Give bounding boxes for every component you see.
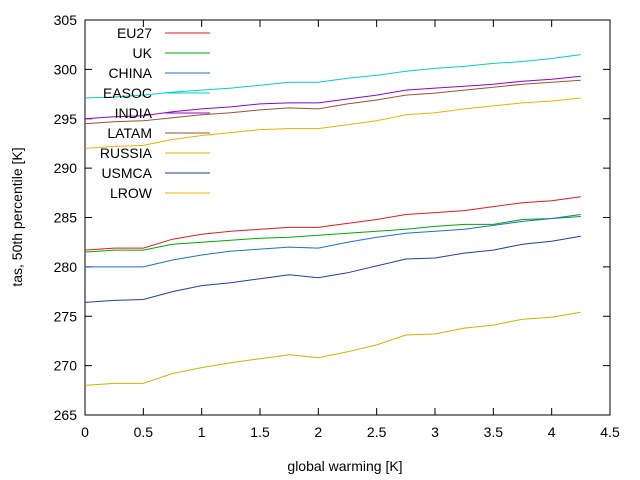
- y-axis: 265 270 275 280 285 290 295 300 305: [54, 12, 610, 423]
- legend-label-china: CHINA: [108, 65, 152, 81]
- x-axis: 0 0.5 1 1.5 2 2.5 3 3.5 4 4.5: [81, 20, 620, 440]
- legend-label-eu27: EU27: [117, 25, 152, 41]
- series-line-lrow: [84, 97, 581, 149]
- series-line-latam: [84, 79, 581, 125]
- series-line-uk: [84, 216, 581, 253]
- legend-label-lrow: LROW: [110, 185, 153, 201]
- y-axis-label: tas, 50th percentile [K]: [9, 147, 25, 286]
- y-tick-label: 290: [54, 160, 78, 176]
- x-tick-label: 1.5: [250, 424, 270, 440]
- x-tick-label: 4.5: [600, 424, 620, 440]
- x-tick-label: 2.5: [367, 424, 387, 440]
- y-tick-label: 305: [54, 12, 78, 28]
- legend: EU27 UK CHINA EASOC INDIA LATAM RUSSIA USMCA LRO…: [100, 25, 210, 201]
- legend-label-russia: RUSSIA: [100, 145, 153, 161]
- y-tick-label: 265: [54, 407, 78, 423]
- x-tick-label: 0: [81, 424, 89, 440]
- y-tick-label: 285: [54, 210, 78, 226]
- plot-frame: [84, 19, 611, 416]
- x-tick-label: 3.5: [484, 424, 504, 440]
- legend-label-easoc: EASOC: [103, 85, 152, 101]
- y-tick-label: 275: [54, 308, 78, 324]
- legend-label-india: INDIA: [115, 105, 153, 121]
- x-tick-label: 2: [314, 424, 322, 440]
- x-tick-label: 4: [548, 424, 556, 440]
- y-tick-label: 270: [54, 358, 78, 374]
- y-tick-label: 280: [54, 259, 78, 275]
- x-tick-label: 3: [431, 424, 439, 440]
- series-line-usmca: [84, 235, 581, 303]
- series-line-india: [84, 75, 581, 120]
- x-axis-label: global warming [K]: [287, 458, 402, 474]
- series-line-russia: [84, 311, 581, 386]
- legend-label-uk: UK: [133, 45, 153, 61]
- y-tick-label: 295: [54, 111, 78, 127]
- series-lines: [84, 54, 581, 386]
- series-line-easoc: [84, 54, 581, 99]
- y-tick-label: 300: [54, 61, 78, 77]
- legend-label-usmca: USMCA: [101, 165, 152, 181]
- x-tick-label: 0.5: [134, 424, 154, 440]
- series-line-eu27: [84, 196, 581, 251]
- x-tick-label: 1: [198, 424, 206, 440]
- legend-label-latam: LATAM: [107, 125, 152, 141]
- series-line-china: [85, 214, 581, 268]
